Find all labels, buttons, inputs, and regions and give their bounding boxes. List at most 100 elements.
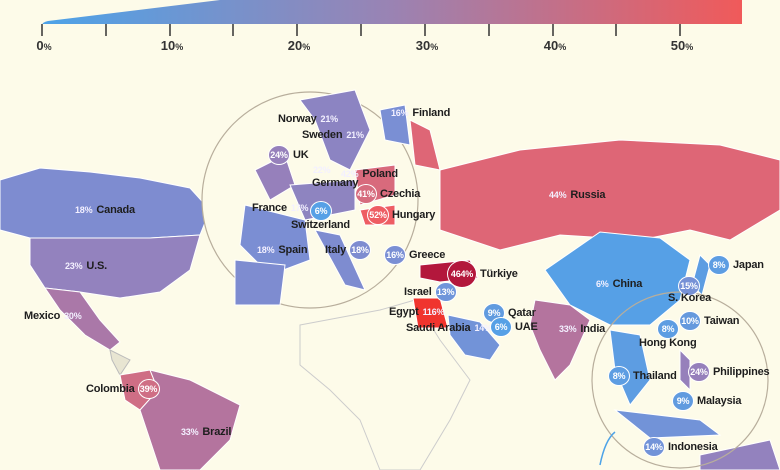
country-label-uae: 6% UAE — [490, 317, 538, 337]
country-label-greece: 16% Greece — [384, 245, 445, 265]
country-name: Türkiye — [480, 268, 518, 280]
region-us — [29, 234, 201, 299]
region-india — [529, 299, 591, 381]
country-label-finland: 16% Finland — [390, 107, 450, 119]
value-badge: 6% — [490, 317, 512, 337]
country-name: Brazil — [202, 426, 232, 438]
tick-label: 40% — [543, 38, 567, 53]
region-china — [544, 231, 691, 326]
country-label-india: 33% India — [558, 323, 605, 335]
country-name: Czechia — [380, 188, 421, 200]
country-label-spain: 18% Spain — [256, 244, 308, 256]
inset-arrow-icon — [599, 431, 616, 466]
region-germany — [289, 179, 356, 221]
region-seasia — [609, 329, 651, 406]
region-finland — [379, 104, 411, 146]
country-name: U.S. — [86, 260, 108, 272]
region-indonesia — [613, 409, 722, 439]
value-badge: 39% — [137, 379, 160, 399]
country-label-israel: Israel 13% — [404, 282, 457, 302]
country-label-brazil: 33% Brazil — [180, 426, 231, 438]
country-name: Greece — [409, 249, 446, 261]
country-label-taiwan: 10% Taiwan — [679, 311, 739, 331]
value-badge: 21% — [346, 130, 364, 140]
country-name: Germany — [312, 177, 359, 189]
country-name: Poland — [362, 168, 398, 180]
country-label-uk: 24% UK — [268, 145, 309, 165]
country-label-sweden: Sweden 21% — [302, 129, 365, 141]
country-name: Hong Kong — [639, 337, 697, 349]
country-name: Mexico — [24, 310, 61, 322]
value-badge: 23% — [65, 261, 83, 271]
value-badge: 14% — [474, 323, 492, 333]
value-badge: 22% — [313, 165, 331, 175]
country-name: Israel — [404, 286, 432, 298]
value-badge: 8% — [708, 255, 730, 275]
tick-label: 20% — [287, 38, 311, 53]
country-name: S. Korea — [668, 292, 712, 304]
region-australia — [699, 439, 780, 470]
value-badge: 44% — [549, 190, 567, 200]
value-badge: 10% — [679, 311, 701, 331]
value-badge: 52% — [367, 205, 389, 225]
value-badge: 18% — [257, 245, 275, 255]
value-badge: 8% — [657, 319, 679, 339]
country-label-egypt: Egypt 116% — [389, 306, 445, 318]
country-label-russia: 44% Russia — [548, 189, 605, 201]
world-map — [0, 89, 780, 470]
country-label-us: 23% U.S. — [64, 260, 107, 272]
country-name: Finland — [412, 107, 451, 119]
country-name: Egypt — [389, 306, 419, 318]
value-badge: 18% — [349, 240, 372, 260]
value-badge: 33% — [181, 427, 199, 437]
country-name: Philippines — [713, 366, 770, 378]
country-label-colombia: Colombia 39% — [86, 379, 160, 399]
value-badge: 13% — [434, 282, 457, 302]
country-name: Russia — [570, 189, 606, 201]
value-badge: 6% — [310, 201, 332, 221]
country-name: Sweden — [302, 129, 343, 141]
country-label-indonesia: 14% Indonesia — [643, 437, 718, 457]
value-badge: 21% — [320, 114, 339, 124]
value-badge: 42% — [341, 169, 359, 179]
country-label-hong-kong-value: 8% — [657, 319, 679, 339]
value-badge: 15% — [678, 276, 700, 296]
country-name: UAE — [515, 321, 538, 333]
country-name: Saudi Arabia — [406, 322, 471, 334]
region-philippines — [679, 348, 691, 392]
value-badge: 17% — [290, 203, 309, 213]
country-label-germany-value: 22% — [312, 165, 331, 175]
country-name: Spain — [278, 244, 308, 256]
region-spain — [234, 259, 286, 306]
country-label-hong-kong: Hong Kong — [639, 337, 697, 349]
country-name: UK — [293, 149, 309, 161]
region-central-america — [109, 349, 131, 376]
value-badge: 6% — [596, 279, 609, 289]
region-russia-west — [409, 119, 441, 171]
tick-label: 50% — [670, 38, 694, 53]
value-badge: 14% — [643, 437, 665, 457]
country-name: France — [252, 202, 287, 214]
country-label-italy: Italy 18% — [325, 240, 372, 260]
country-name: Colombia — [86, 383, 135, 395]
value-badge: 9% — [672, 391, 694, 411]
country-name: Malaysia — [697, 395, 742, 407]
color-scale-legend: 0% 10% 20% 30% 40% 50% — [0, 0, 780, 60]
value-badge: 30% — [64, 311, 82, 321]
country-label-czechia: 41% Czechia — [355, 184, 420, 204]
country-name: Norway — [278, 113, 317, 125]
region-italy — [314, 229, 366, 291]
country-label-s-korea-value: 15% — [678, 276, 700, 296]
region-brazil — [139, 369, 241, 470]
region-saudi — [447, 314, 501, 361]
country-label-s-korea: S. Korea — [668, 292, 711, 304]
country-label-hungary: 52% Hungary — [367, 205, 435, 225]
value-badge: 116% — [422, 307, 445, 317]
country-name: Qatar — [508, 307, 536, 319]
country-label-thailand: 8% Thailand — [608, 366, 677, 386]
country-label-norway: Norway 21% — [278, 113, 339, 125]
country-label-turkiye: 464% Türkiye — [447, 260, 518, 288]
value-badge: 8% — [608, 366, 630, 386]
country-label-japan: 8% Japan — [708, 255, 764, 275]
value-badge: 24% — [688, 362, 710, 382]
